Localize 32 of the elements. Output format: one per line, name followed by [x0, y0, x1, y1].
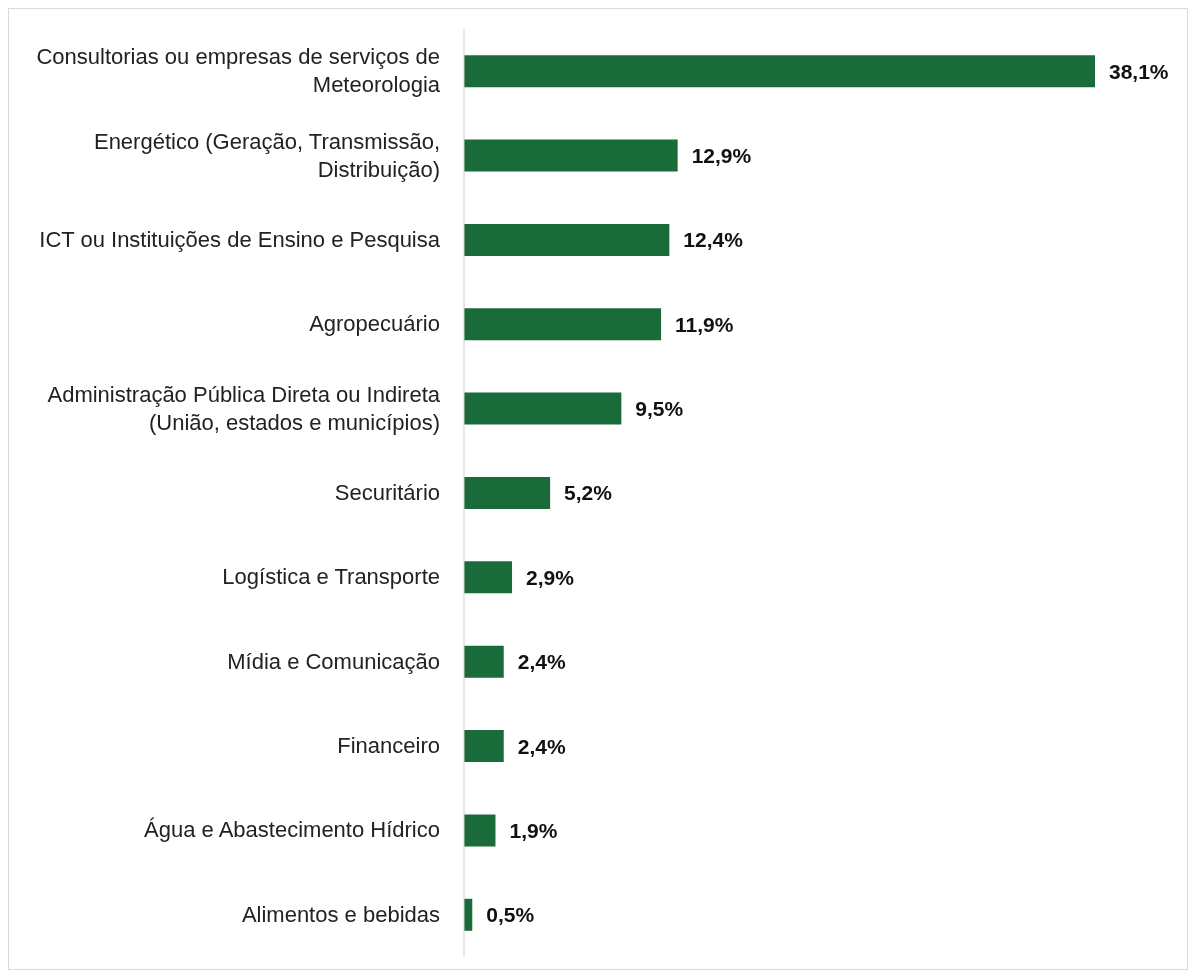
y-tick-label: Alimentos e bebidas	[241, 900, 440, 929]
bar	[464, 139, 678, 172]
y-tick-label: Logística e Transporte	[222, 563, 440, 592]
bar	[464, 730, 504, 763]
y-tick-label: Mídia e Comunicação	[227, 647, 440, 676]
data-label: 2,4%	[517, 734, 566, 758]
y-tick-label: Securitário	[334, 479, 440, 507]
bar	[464, 814, 496, 847]
data-label: 12,4%	[683, 228, 744, 252]
y-tick-label: Agropecuário	[309, 310, 440, 339]
data-label: 38,1%	[1109, 59, 1169, 83]
y-tick-label: Energético (Geração, Transmissão, Distribuição)	[92, 127, 440, 184]
bar	[464, 561, 513, 594]
data-label: 9,5%	[635, 397, 684, 421]
y-tick-label: Financeiro	[337, 732, 440, 761]
y-tick-label: ICT ou Instituições de Ensino e Pesquisa	[39, 225, 440, 254]
y-tick-label: Administração Pública Direta ou Indireta (União, estados e municípios)	[46, 380, 440, 437]
data-label: 1,9%	[509, 818, 558, 842]
bar	[464, 308, 662, 341]
data-label: 5,2%	[564, 481, 613, 505]
y-tick-label: Consultorias ou empresas de serviços de Meteorologia	[35, 43, 440, 100]
bar	[464, 392, 622, 425]
y-tick-label: Água e Abastecimento Hídrico	[144, 816, 440, 845]
data-label: 2,9%	[526, 565, 575, 589]
bar	[464, 476, 551, 509]
data-label: 0,5%	[486, 903, 535, 927]
bar	[464, 645, 504, 678]
bar	[464, 55, 1095, 88]
data-label: 12,9%	[691, 143, 752, 167]
bar	[464, 223, 670, 256]
data-label: 2,4%	[517, 650, 566, 674]
data-label: 11,9%	[675, 312, 734, 336]
